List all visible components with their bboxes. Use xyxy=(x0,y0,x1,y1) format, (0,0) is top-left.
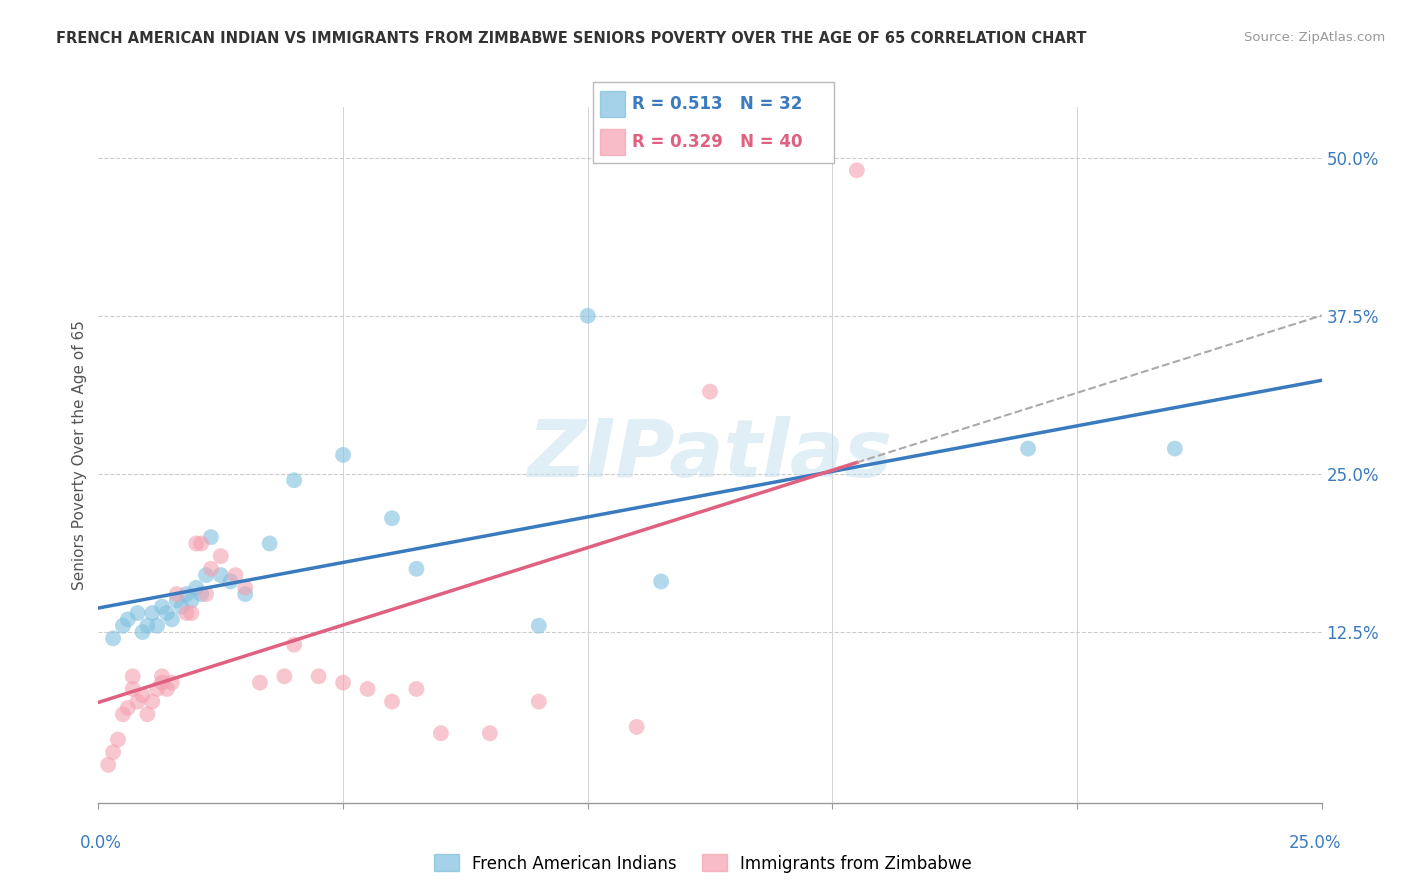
Point xyxy=(150,669,173,683)
Y-axis label: Seniors Poverty Over the Age of 65: Seniors Poverty Over the Age of 65 xyxy=(72,320,87,590)
Bar xyxy=(600,91,624,117)
Point xyxy=(405,681,427,696)
Point xyxy=(101,632,124,646)
Point xyxy=(160,675,183,690)
Point xyxy=(332,675,354,690)
Text: R = 0.513   N = 32: R = 0.513 N = 32 xyxy=(633,95,803,113)
Point xyxy=(111,618,134,632)
Point xyxy=(127,606,149,620)
Point xyxy=(117,701,139,715)
Point xyxy=(186,536,208,550)
Point xyxy=(200,530,222,544)
Point xyxy=(146,681,169,696)
Point xyxy=(136,707,159,722)
Point xyxy=(576,309,599,323)
Point xyxy=(156,681,179,696)
Point xyxy=(156,606,179,620)
Point xyxy=(283,473,305,487)
Point xyxy=(166,593,188,607)
Point xyxy=(136,618,159,632)
Point xyxy=(699,384,721,399)
Point xyxy=(180,606,202,620)
Point xyxy=(190,536,212,550)
Text: ZIPatlas: ZIPatlas xyxy=(527,416,893,494)
Point xyxy=(166,587,188,601)
Bar xyxy=(600,129,624,155)
Point xyxy=(381,695,404,709)
Point xyxy=(97,757,120,772)
Point xyxy=(150,675,173,690)
Point xyxy=(121,669,143,683)
Point xyxy=(170,599,193,614)
Text: 0.0%: 0.0% xyxy=(80,834,122,852)
Point xyxy=(650,574,672,589)
Text: R = 0.329   N = 40: R = 0.329 N = 40 xyxy=(633,133,803,151)
Point xyxy=(131,688,153,702)
Point xyxy=(381,511,404,525)
Point xyxy=(626,720,648,734)
Legend: French American Indians, Immigrants from Zimbabwe: French American Indians, Immigrants from… xyxy=(427,847,979,880)
Point xyxy=(249,675,271,690)
Point xyxy=(111,707,134,722)
Point xyxy=(190,587,212,601)
Text: FRENCH AMERICAN INDIAN VS IMMIGRANTS FROM ZIMBABWE SENIORS POVERTY OVER THE AGE : FRENCH AMERICAN INDIAN VS IMMIGRANTS FRO… xyxy=(56,31,1087,46)
Point xyxy=(332,448,354,462)
Point xyxy=(195,587,218,601)
Point xyxy=(283,638,305,652)
Point xyxy=(527,618,550,632)
Point xyxy=(195,568,218,582)
Point xyxy=(121,681,143,696)
Point xyxy=(430,726,453,740)
Point xyxy=(131,625,153,640)
Point xyxy=(478,726,501,740)
Point xyxy=(160,612,183,626)
Text: 25.0%: 25.0% xyxy=(1288,834,1341,852)
Point xyxy=(209,568,232,582)
Text: Source: ZipAtlas.com: Source: ZipAtlas.com xyxy=(1244,31,1385,45)
Point xyxy=(209,549,232,563)
Point xyxy=(259,536,281,550)
Point xyxy=(180,593,202,607)
Point xyxy=(200,562,222,576)
Point xyxy=(224,568,246,582)
Point xyxy=(101,745,124,759)
Point xyxy=(176,606,198,620)
Point xyxy=(527,695,550,709)
Point xyxy=(219,574,242,589)
Point xyxy=(233,587,256,601)
Point xyxy=(107,732,129,747)
Point xyxy=(356,681,378,696)
Point xyxy=(150,599,173,614)
Point xyxy=(1164,442,1187,456)
Point xyxy=(1017,442,1039,456)
FancyBboxPatch shape xyxy=(593,82,834,163)
Point xyxy=(176,587,198,601)
Point xyxy=(405,562,427,576)
Point xyxy=(308,669,330,683)
Point xyxy=(117,612,139,626)
Point xyxy=(141,695,163,709)
Point xyxy=(146,618,169,632)
Point xyxy=(186,581,208,595)
Point xyxy=(127,695,149,709)
Point xyxy=(233,581,256,595)
Point xyxy=(273,669,295,683)
Point xyxy=(141,606,163,620)
Point xyxy=(845,163,868,178)
